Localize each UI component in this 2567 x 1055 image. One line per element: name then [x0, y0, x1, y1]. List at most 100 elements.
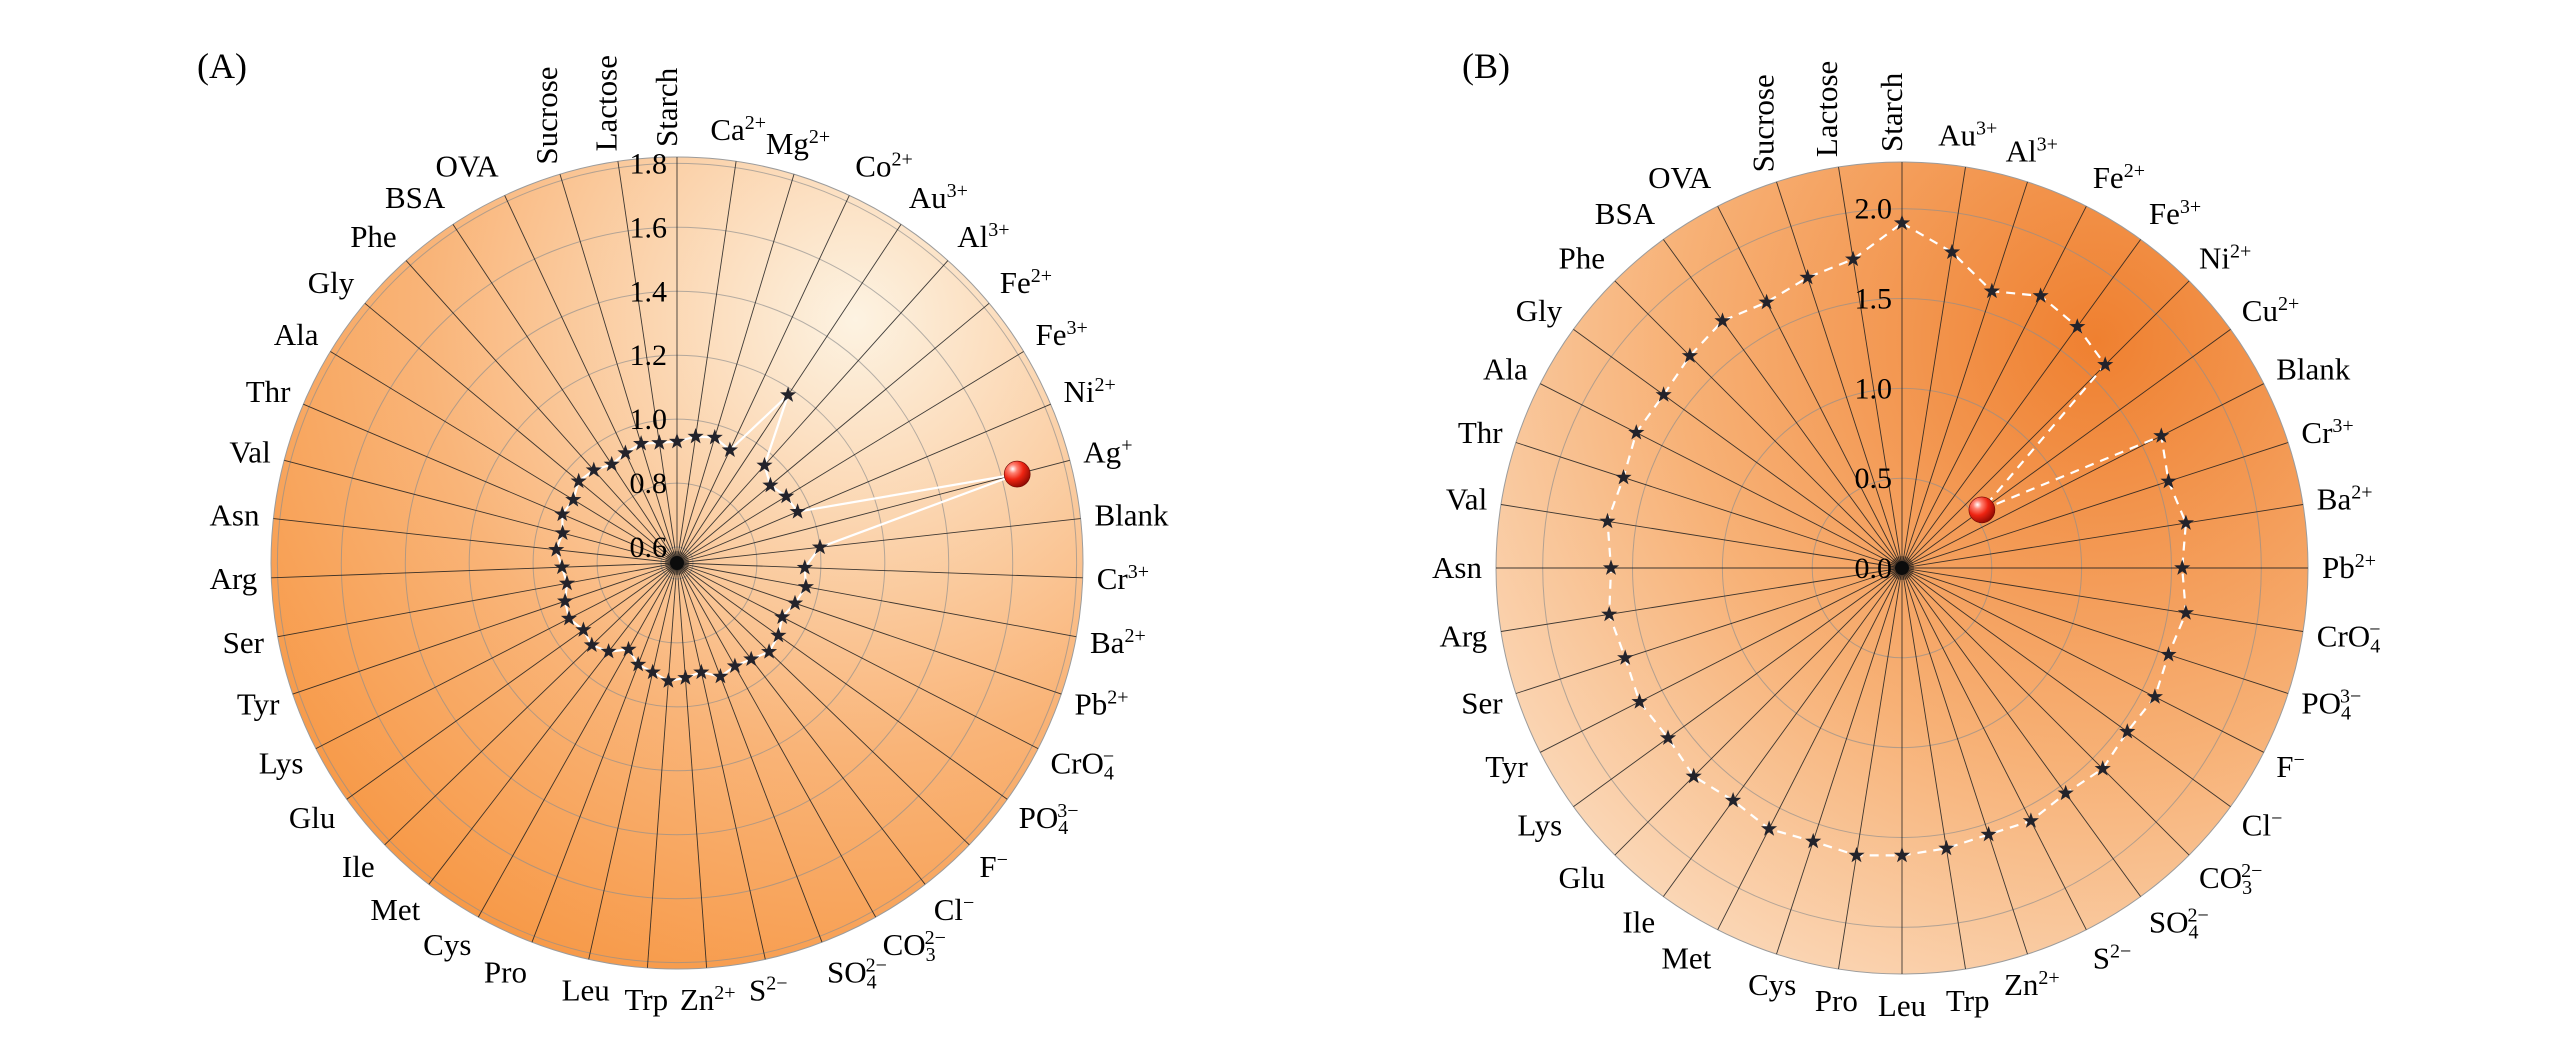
spoke-line — [676, 562, 1008, 800]
data-point-star — [774, 608, 791, 624]
spoke-line — [428, 562, 678, 885]
category-label: Ile — [1622, 905, 1655, 940]
data-point-star — [575, 621, 592, 637]
data-point-star — [1714, 312, 1731, 328]
category-label: BSA — [1595, 196, 1656, 231]
spoke-line — [559, 174, 678, 564]
data-point-star — [1599, 512, 1616, 529]
category-label: Met — [370, 892, 420, 927]
category-label: Starch — [649, 67, 684, 147]
spoke-line — [676, 562, 1077, 638]
spoke-line — [271, 562, 678, 579]
category-label: Zn2+​ — [680, 982, 736, 1017]
spoke-line — [1901, 567, 1966, 970]
spoke-line — [1515, 442, 1903, 569]
data-point-star — [2160, 472, 2177, 489]
data-point-star — [600, 643, 617, 659]
spoke-line — [1901, 504, 2304, 569]
category-label: Phe — [1559, 241, 1606, 276]
data-point-star — [811, 538, 829, 555]
highlight-sphere — [1003, 460, 1031, 488]
spoke-line — [676, 302, 990, 564]
spoke-line — [303, 403, 678, 564]
data-point-star — [2153, 427, 2170, 443]
data-point-star — [554, 505, 571, 522]
category-label: OVA — [436, 149, 500, 184]
data-point-star — [1980, 826, 1997, 842]
category-label: Tyr — [237, 687, 280, 722]
category-label: Thr — [246, 374, 291, 409]
spoke-line — [676, 260, 949, 564]
spoke-line — [477, 562, 678, 918]
category-label: Cl−​ — [934, 892, 975, 927]
category-label: Sucrose — [529, 66, 564, 164]
data-point-star — [633, 435, 650, 451]
category-label: Starch — [1874, 72, 1909, 152]
data-point-star — [548, 541, 565, 557]
category-label: Co2+​ — [855, 149, 912, 184]
spoke-line — [277, 562, 678, 638]
category-label: Pro — [484, 954, 527, 989]
category-label: SO42−​ — [827, 954, 887, 993]
data-point-star — [2177, 604, 2194, 620]
spoke-line — [1901, 567, 2264, 753]
axis-tick-label: 1.2 — [630, 339, 668, 372]
category-label: S2−​ — [2093, 941, 2132, 976]
data-point-star — [570, 472, 587, 489]
radar-chart-panel-a: 1.8 1.6 1.4 1.2 1.0 0.8 0.6 Starch Ca2+​Mg2+​ Co2… — [210, 55, 1170, 1017]
category-label: Blank — [1095, 497, 1170, 532]
data-point-star — [756, 456, 773, 473]
data-point-star — [565, 491, 582, 507]
category-label: Arg — [210, 561, 258, 596]
category-label: Val — [1446, 482, 1487, 517]
category-label: Lactose — [588, 55, 623, 151]
spoke-line — [1901, 567, 2028, 955]
category-label: Cu2+​ — [2242, 293, 2299, 328]
spoke-line — [1500, 504, 1903, 569]
spoke-line — [617, 161, 678, 564]
data-point-star — [1845, 250, 1862, 267]
spoke-line — [1776, 181, 1903, 569]
spoke-line — [292, 562, 678, 695]
data-point-star — [1601, 605, 1618, 622]
data-point-star — [762, 476, 779, 493]
spoke-line — [676, 161, 737, 564]
category-label: Sucrose — [1745, 74, 1780, 172]
category-label: BSA — [385, 180, 446, 215]
data-point-star — [620, 640, 637, 657]
data-point-star — [797, 578, 814, 594]
spoke-line — [1901, 206, 2087, 569]
category-label: PO43−​ — [2301, 686, 2361, 725]
spoke-line — [676, 174, 795, 564]
spoke-line — [346, 562, 678, 800]
category-label: Tyr — [1485, 749, 1528, 784]
data-point-star — [761, 643, 778, 659]
spoke-line — [1838, 166, 1903, 569]
spoke-line — [531, 562, 678, 943]
spoke-line — [273, 518, 678, 564]
spoke-line — [1901, 567, 2231, 807]
category-label: Arg — [1440, 619, 1488, 654]
spoke-line — [1901, 567, 2289, 694]
data-point-star — [712, 668, 729, 684]
data-point-star — [2094, 760, 2111, 776]
data-point-star — [687, 428, 704, 444]
data-point-star — [617, 444, 634, 460]
data-point-star — [557, 592, 574, 609]
spoke-line — [1901, 567, 2087, 930]
data-point-star — [1602, 559, 1620, 575]
data-point-star — [770, 627, 787, 643]
axis-tick-label: 1.0 — [1855, 372, 1893, 405]
spoke-line — [1901, 166, 1966, 569]
category-label: Cys — [423, 927, 471, 962]
data-point-star — [1848, 846, 1865, 863]
data-point-star — [1615, 469, 1632, 485]
data-point-star — [554, 524, 571, 540]
panel-label-b: (B) — [1462, 46, 1510, 86]
spoke-line — [1614, 280, 1903, 569]
spoke-line — [676, 562, 1083, 579]
category-label: Au3+​ — [1938, 118, 1997, 153]
category-label: Mg2+​ — [766, 126, 830, 161]
axis-tick-label: 0.5 — [1855, 462, 1893, 495]
data-point-star — [651, 434, 668, 450]
